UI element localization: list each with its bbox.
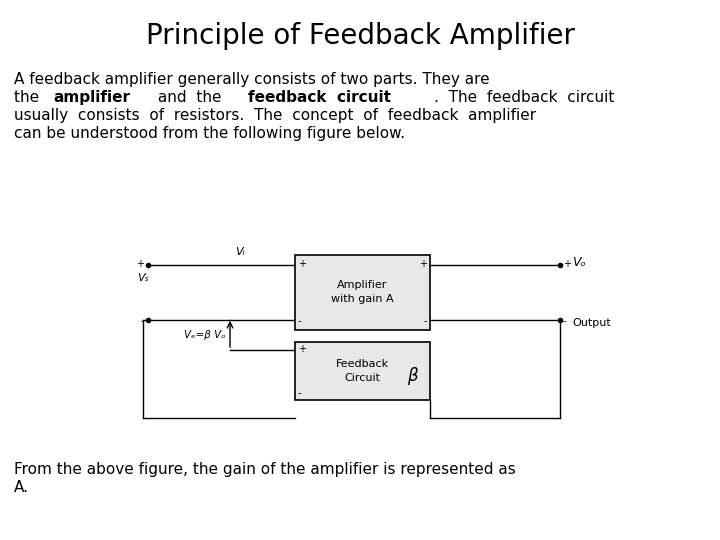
Text: Circuit: Circuit bbox=[344, 373, 380, 383]
Text: .  The  feedback  circuit: . The feedback circuit bbox=[434, 90, 614, 105]
Text: Vᵢ: Vᵢ bbox=[235, 247, 245, 257]
Text: +: + bbox=[298, 259, 306, 269]
Text: -: - bbox=[563, 316, 567, 326]
Text: +: + bbox=[419, 259, 427, 269]
Text: usually  consists  of  resistors.  The  concept  of  feedback  amplifier: usually consists of resistors. The conce… bbox=[14, 108, 536, 123]
Text: -: - bbox=[140, 316, 144, 326]
Text: the: the bbox=[14, 90, 44, 105]
Text: +: + bbox=[298, 344, 306, 354]
Text: can be understood from the following figure below.: can be understood from the following fig… bbox=[14, 126, 405, 141]
Text: Output: Output bbox=[572, 318, 611, 328]
Text: -: - bbox=[298, 388, 302, 398]
Text: +: + bbox=[563, 259, 571, 269]
Text: From the above figure, the gain of the amplifier is represented as: From the above figure, the gain of the a… bbox=[14, 462, 516, 477]
Text: feedback  circuit: feedback circuit bbox=[248, 90, 391, 105]
Text: β: β bbox=[408, 367, 418, 385]
Text: +: + bbox=[136, 259, 144, 269]
Text: with gain A: with gain A bbox=[331, 294, 394, 305]
Bar bbox=[295, 255, 430, 330]
Text: Vₒ: Vₒ bbox=[572, 256, 585, 269]
Text: A feedback amplifier generally consists of two parts. They are: A feedback amplifier generally consists … bbox=[14, 72, 490, 87]
Text: Amplifier: Amplifier bbox=[337, 280, 387, 291]
Text: Vₑ=β Vₒ: Vₑ=β Vₒ bbox=[184, 330, 225, 340]
Text: -: - bbox=[298, 316, 302, 326]
Text: Feedback: Feedback bbox=[336, 359, 389, 369]
Text: and  the: and the bbox=[153, 90, 226, 105]
Bar bbox=[295, 342, 430, 400]
Text: amplifier: amplifier bbox=[53, 90, 130, 105]
Text: -: - bbox=[423, 316, 427, 326]
Text: Vₛ: Vₛ bbox=[137, 273, 149, 283]
Text: A.: A. bbox=[14, 480, 29, 495]
Text: Principle of Feedback Amplifier: Principle of Feedback Amplifier bbox=[145, 22, 575, 50]
